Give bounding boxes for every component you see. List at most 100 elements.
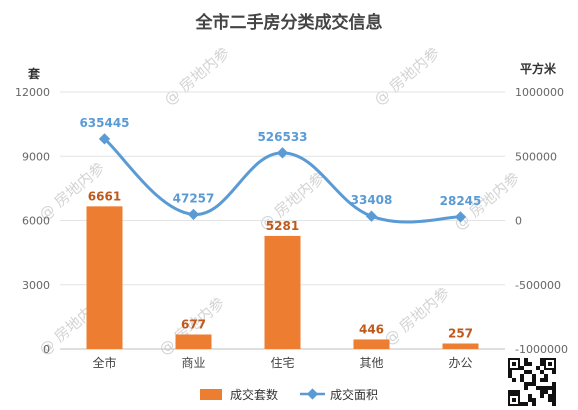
line-value-label: 635445 <box>79 116 129 130</box>
qr-module <box>536 386 540 390</box>
qr-module <box>524 362 528 366</box>
qr-module <box>520 402 524 406</box>
qr-module <box>540 362 544 366</box>
right-tick-label: -500000 <box>515 279 561 292</box>
qr-module <box>532 402 536 406</box>
line-value-label: 28245 <box>440 194 482 208</box>
qr-module <box>548 386 552 390</box>
right-tick-label: 500000 <box>515 150 557 163</box>
qr-module <box>540 378 544 382</box>
line-marker <box>187 208 200 221</box>
bar-value-label: 677 <box>181 318 206 332</box>
bar <box>353 339 390 349</box>
qr-module <box>528 398 532 402</box>
bar-value-label: 446 <box>359 322 384 336</box>
bar-series <box>86 206 479 349</box>
category-label: 办公 <box>448 355 472 370</box>
qr-finder-core <box>512 398 516 402</box>
qr-module <box>524 386 528 390</box>
qr-module <box>552 394 556 398</box>
qr-module <box>532 374 536 378</box>
watermark-text: @ 房地内参 <box>160 44 233 109</box>
qr-module <box>552 386 556 390</box>
qr-module <box>528 382 532 386</box>
legend-bar-swatch <box>200 389 222 400</box>
data-labels: 6661 677 5281 446 257 635445 47257 526533 33408 2… <box>79 116 481 341</box>
qr-module <box>532 398 536 402</box>
bar-value-label: 5281 <box>266 219 299 233</box>
qr-module <box>520 366 524 370</box>
qr-module <box>544 374 548 378</box>
qr-module <box>544 386 548 390</box>
qr-finder-core <box>548 362 552 366</box>
qr-module <box>532 378 536 382</box>
line-marker <box>365 210 378 222</box>
qr-module <box>528 362 532 366</box>
left-tick-label: 0 <box>43 343 50 356</box>
qr-module <box>516 390 520 394</box>
left-tick-label: 6000 <box>22 215 50 228</box>
bar <box>86 206 123 349</box>
qr-module <box>520 374 524 378</box>
axes: 0 3000 6000 9000 12000 -1000000 -500000 0 500000… <box>15 86 568 370</box>
qr-module <box>528 370 532 374</box>
qr-module <box>536 366 540 370</box>
qr-module <box>548 394 552 398</box>
line-value-label: 33408 <box>351 193 393 207</box>
qr-module <box>532 382 536 386</box>
legend-bar-label: 成交套数 <box>230 387 278 402</box>
qr-code <box>506 356 558 408</box>
qr-module <box>508 390 512 394</box>
bar-value-label: 6661 <box>88 189 121 203</box>
left-tick-label: 12000 <box>15 86 50 99</box>
legend: 成交套数 成交面积 <box>200 387 378 402</box>
line-marker <box>454 211 467 223</box>
chart-title: 全市二手房分类成交信息 <box>195 12 383 33</box>
line-value-label: 526533 <box>257 130 307 144</box>
category-label: 其他 <box>359 356 383 370</box>
bar <box>264 235 301 349</box>
right-tick-label: 1000000 <box>515 86 564 99</box>
qr-module <box>540 394 544 398</box>
qr-module <box>520 378 524 382</box>
qr-module <box>508 370 512 374</box>
line-marker <box>276 147 289 159</box>
qr-module <box>552 382 556 386</box>
category-label: 商业 <box>181 355 205 370</box>
qr-module <box>508 374 512 378</box>
left-axis-unit: 套 <box>27 66 41 81</box>
qr-module <box>524 402 528 406</box>
legend-line-label: 成交面积 <box>330 387 378 402</box>
qr-module <box>552 398 556 402</box>
category-label: 全市 <box>92 355 116 370</box>
qr-module <box>540 386 544 390</box>
line-series <box>98 133 467 224</box>
left-tick-label: 3000 <box>22 279 50 292</box>
bar <box>442 343 479 349</box>
category-label: 住宅 <box>270 355 294 370</box>
qr-module <box>548 398 552 402</box>
qr-module <box>528 394 532 398</box>
qr-module <box>540 370 544 374</box>
legend-line-marker <box>306 388 319 400</box>
qr-module <box>524 358 528 362</box>
qr-module <box>512 390 516 394</box>
qr-module <box>544 378 548 382</box>
right-tick-label: -1000000 <box>515 343 568 356</box>
line-value-label: 47257 <box>173 191 215 205</box>
qr-finder-core <box>512 362 516 366</box>
qr-module <box>540 390 544 394</box>
qr-module <box>524 370 528 374</box>
left-tick-label: 9000 <box>22 150 50 163</box>
qr-module <box>524 382 528 386</box>
qr-module <box>544 390 548 394</box>
qr-module <box>540 358 544 362</box>
bar <box>175 334 212 349</box>
right-axis-unit: 平方米 <box>520 61 557 76</box>
right-tick-label: 0 <box>515 215 522 228</box>
qr-module <box>552 402 556 406</box>
qr-module <box>552 370 556 374</box>
qr-module <box>552 390 556 394</box>
watermark-text: @ 房地内参 <box>380 284 453 349</box>
